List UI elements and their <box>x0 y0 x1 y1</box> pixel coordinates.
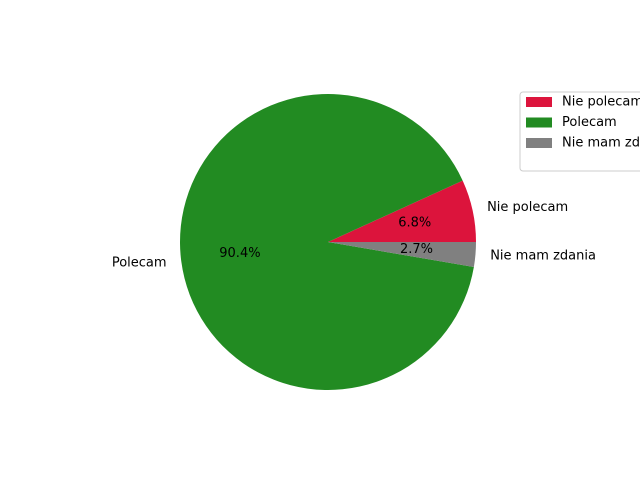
legend-frame <box>519 91 640 172</box>
legend-label-nie-polecam: Nie polecam <box>562 95 640 110</box>
legend-items: Nie polecam Polecam Nie mam zdania <box>526 95 640 151</box>
legend-label-polecam: Polecam <box>562 115 617 130</box>
slice-percent-nie-polecam: 6.8% <box>398 216 431 231</box>
pie-outer-labels: Nie polecam Polecam Nie mam zdania <box>112 200 596 270</box>
slice-label-nie-mam-zdania: Nie mam zdania <box>490 248 596 263</box>
pie-slices <box>180 94 476 391</box>
legend-swatch-polecam <box>526 117 552 128</box>
legend: Nie polecam Polecam Nie mam zdania <box>519 91 640 172</box>
legend-swatch-nie-polecam <box>526 97 552 107</box>
pie-percent-labels: 6.8% 90.4% 2.7% <box>219 216 433 261</box>
pie-slice-polecam <box>180 94 474 391</box>
pie-slice-nie-polecam <box>328 180 476 242</box>
slice-label-nie-polecam: Nie polecam <box>487 200 568 215</box>
legend-label-nie-mam-zdania: Nie mam zdania <box>562 136 640 151</box>
slice-label-polecam: Polecam <box>112 255 167 270</box>
pie-slice-nie-mam-zdania <box>328 242 476 268</box>
slice-percent-nie-mam-zdania: 2.7% <box>400 242 433 257</box>
legend-swatch-nie-mam-zdania <box>526 138 552 148</box>
slice-percent-polecam: 90.4% <box>219 246 260 261</box>
